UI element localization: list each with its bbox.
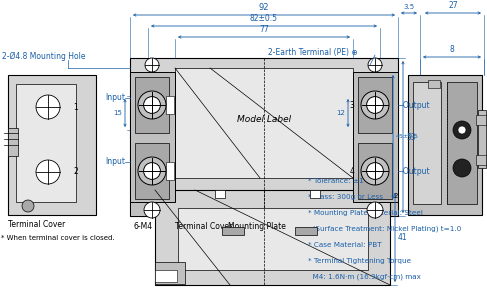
Circle shape — [144, 202, 160, 218]
Text: 15: 15 — [113, 110, 122, 116]
Text: * When terminal cover is closed.: * When terminal cover is closed. — [1, 235, 114, 241]
Circle shape — [367, 163, 383, 179]
Bar — [447, 82, 477, 204]
Text: 1: 1 — [74, 103, 78, 112]
Circle shape — [145, 58, 159, 72]
Bar — [222, 227, 244, 235]
Text: –Output: –Output — [400, 100, 431, 110]
Circle shape — [453, 121, 471, 139]
Circle shape — [367, 202, 383, 218]
Bar — [8, 128, 18, 156]
Bar — [175, 68, 353, 178]
Circle shape — [36, 160, 60, 184]
Text: * Terminal Tightening Torque: * Terminal Tightening Torque — [308, 258, 411, 264]
Text: 82±0.5: 82±0.5 — [250, 14, 278, 23]
Text: * Case Material: PBT: * Case Material: PBT — [308, 242, 382, 248]
Bar — [16, 84, 76, 202]
Text: 2-Earth Terminal (PE) ⊕: 2-Earth Terminal (PE) ⊕ — [268, 48, 358, 57]
Text: * Tolerance: ±1: * Tolerance: ±1 — [308, 178, 364, 184]
Text: Model Label: Model Label — [237, 115, 291, 125]
Circle shape — [458, 126, 466, 134]
Bar — [353, 72, 398, 202]
Circle shape — [144, 97, 160, 113]
Bar — [215, 190, 225, 198]
Text: 2: 2 — [74, 168, 78, 176]
Circle shape — [361, 157, 389, 185]
Text: 77: 77 — [259, 25, 269, 34]
Circle shape — [368, 58, 382, 72]
Bar — [130, 196, 398, 216]
Bar — [155, 190, 390, 285]
Text: Terminal Cover: Terminal Cover — [8, 220, 65, 229]
Circle shape — [144, 163, 160, 179]
Bar — [413, 82, 441, 204]
Bar — [155, 262, 185, 284]
Text: 53: 53 — [406, 132, 416, 142]
Bar — [295, 227, 317, 235]
Text: 6-M4: 6-M4 — [133, 222, 152, 231]
Circle shape — [453, 159, 471, 177]
Circle shape — [147, 203, 157, 213]
Bar — [166, 162, 174, 180]
Text: * Mounting Plate Material: Steel: * Mounting Plate Material: Steel — [308, 210, 423, 216]
Text: 8: 8 — [450, 45, 454, 54]
Text: 45±0.5: 45±0.5 — [396, 134, 419, 139]
Bar — [130, 58, 398, 216]
Bar — [135, 77, 169, 133]
Bar — [408, 75, 482, 215]
Text: Input: Input — [105, 93, 125, 103]
Text: Mounting Plate: Mounting Plate — [228, 222, 286, 231]
Bar — [476, 115, 486, 125]
Circle shape — [36, 95, 60, 119]
Text: 1: 1 — [168, 100, 172, 110]
Circle shape — [367, 97, 383, 113]
Bar — [428, 80, 440, 88]
Text: 12: 12 — [336, 110, 345, 116]
Bar — [476, 155, 486, 165]
Circle shape — [361, 91, 389, 119]
Bar — [155, 270, 177, 282]
Text: 2-Ø4.8 Mounting Hole: 2-Ø4.8 Mounting Hole — [2, 52, 86, 61]
Circle shape — [138, 157, 166, 185]
Text: 4: 4 — [350, 166, 355, 176]
Bar — [166, 96, 174, 114]
Bar — [135, 143, 169, 199]
Text: M4: 1.6N·m (16.9kgf·cm) max: M4: 1.6N·m (16.9kgf·cm) max — [308, 274, 421, 280]
Bar — [178, 208, 368, 270]
Circle shape — [138, 91, 166, 119]
Text: * Mass: 300g or Less: * Mass: 300g or Less — [308, 194, 383, 200]
Text: 41: 41 — [398, 233, 408, 242]
Bar — [8, 75, 96, 215]
Text: Terminal Cover: Terminal Cover — [175, 222, 232, 231]
Bar — [358, 77, 392, 133]
Bar — [310, 190, 320, 198]
Bar — [130, 72, 175, 202]
Text: 27: 27 — [448, 1, 458, 10]
Text: 3.5: 3.5 — [403, 4, 414, 10]
Circle shape — [22, 200, 34, 212]
Bar — [478, 110, 486, 168]
Text: 2: 2 — [394, 193, 398, 199]
Text: (Surface Treatment: Nickel Plating) t=1.0: (Surface Treatment: Nickel Plating) t=1.… — [308, 226, 461, 233]
Circle shape — [370, 203, 380, 213]
Text: Input: Input — [105, 158, 125, 166]
Text: 92: 92 — [259, 3, 269, 12]
Text: 2: 2 — [168, 166, 172, 176]
Bar — [358, 143, 392, 199]
Text: –Output: –Output — [400, 166, 431, 176]
Text: 3: 3 — [350, 100, 355, 110]
